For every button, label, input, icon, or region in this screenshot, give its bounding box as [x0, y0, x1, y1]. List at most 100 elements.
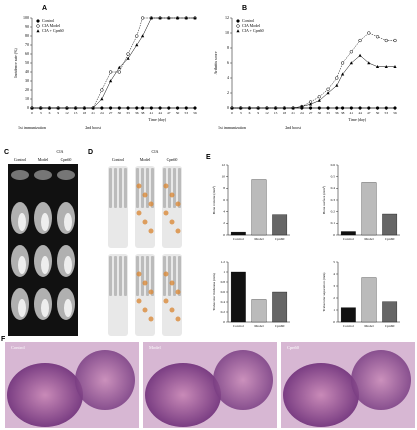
bone: [41, 256, 49, 274]
bone: [18, 299, 26, 317]
data-point: [117, 70, 121, 74]
erosion: [175, 201, 181, 207]
tissue: [7, 363, 83, 427]
data-point: [335, 76, 339, 80]
image-label: Model: [149, 345, 161, 350]
y-tick-label: 2: [223, 221, 225, 225]
y-tick-label: 6: [227, 60, 229, 65]
data-point: [100, 106, 104, 110]
digit: [146, 168, 149, 208]
x-tick-label: 15: [74, 111, 78, 115]
erosion: [142, 307, 148, 313]
annotation: 2nd boost: [285, 125, 302, 130]
y-tick-label: 100: [23, 15, 29, 20]
group-label: CIA: [57, 149, 64, 154]
y-tick-label: 50: [25, 60, 29, 65]
data-point: [291, 106, 295, 110]
x-tick-label: 38: [341, 111, 345, 115]
panel-label: B: [242, 5, 247, 12]
x-tick-label: 30: [118, 111, 122, 115]
data-point: [140, 106, 145, 110]
x-tick-label: 33: [126, 111, 130, 115]
x-tick-label: Model: [364, 324, 373, 328]
y-tick-label: 0.4: [331, 186, 336, 190]
data-point: [393, 65, 397, 68]
x-tick-label: 21: [291, 111, 295, 115]
bar: [340, 231, 356, 236]
x-tick-label: 18: [283, 111, 287, 115]
legend-label: CIA + Cpn60: [42, 28, 64, 33]
erosion: [142, 280, 148, 286]
x-tick-label: 33: [326, 111, 330, 115]
y-tick-label: 1.2: [221, 260, 226, 264]
x-tick-label: 36: [335, 111, 339, 115]
data-point: [358, 53, 362, 57]
tissue: [213, 350, 273, 410]
digit: [141, 168, 144, 208]
panel-label: F: [1, 336, 6, 343]
bar: [230, 271, 246, 323]
y-tick-label: 0: [333, 320, 335, 324]
data-point: [175, 106, 180, 110]
erosion: [175, 289, 181, 295]
x-tick-label: 24: [100, 111, 104, 115]
data-point: [108, 79, 113, 83]
y-tick-label: 0.8: [221, 280, 226, 284]
bone: [64, 213, 72, 231]
data-point: [135, 43, 139, 47]
y-tick-label: 0.1: [331, 221, 336, 225]
data-point: [158, 106, 162, 110]
data-point: [47, 106, 52, 110]
digit: [178, 256, 181, 296]
data-point: [326, 106, 330, 110]
x-tick-label: Control: [233, 324, 244, 328]
legend-marker: [236, 29, 240, 33]
y-tick-label: 6: [223, 198, 225, 202]
digit: [168, 256, 171, 296]
data-point: [108, 70, 113, 74]
data-point: [340, 106, 345, 110]
x-tick-label: 9: [57, 111, 59, 115]
x-tick-label: 12: [265, 111, 269, 115]
y-tick-label: 0: [227, 105, 229, 110]
y-tick-label: 0.2: [331, 209, 336, 213]
digit: [146, 256, 149, 296]
y-tick-label: 3: [333, 284, 335, 288]
x-tick-label: 41: [150, 111, 154, 115]
data-point: [367, 31, 371, 35]
y-axis-label: Trabecular thickness (mm): [212, 272, 216, 310]
erosion: [163, 298, 169, 304]
bone: [18, 256, 26, 274]
data-point: [184, 16, 188, 20]
erosion: [175, 228, 181, 234]
digit: [114, 256, 117, 296]
y-tick-label: 10: [222, 174, 226, 178]
data-point: [335, 83, 339, 87]
x-tick-label: 36: [135, 111, 139, 115]
x-tick-label: 38: [141, 111, 145, 115]
data-point: [65, 106, 69, 110]
data-point: [274, 106, 278, 110]
bar: [382, 213, 398, 236]
data-point: [367, 106, 371, 110]
annotation: 1st immunization: [18, 125, 46, 130]
digit: [124, 168, 127, 208]
bone: [41, 213, 49, 231]
data-point: [308, 102, 313, 106]
column-label: Cpn60: [167, 157, 178, 162]
data-point: [384, 106, 388, 110]
data-point: [367, 61, 371, 65]
data-point: [349, 106, 353, 110]
image-label: Cpn60: [287, 345, 300, 350]
data-point: [326, 91, 330, 95]
data-point: [141, 34, 145, 38]
column-label: Control: [14, 157, 27, 162]
digit: [141, 256, 144, 296]
erosion: [136, 183, 142, 189]
data-point: [74, 106, 78, 110]
panel-label: D: [88, 149, 93, 156]
data-point: [230, 106, 234, 110]
x-tick-label: 41: [350, 111, 354, 115]
data-point: [82, 106, 86, 110]
